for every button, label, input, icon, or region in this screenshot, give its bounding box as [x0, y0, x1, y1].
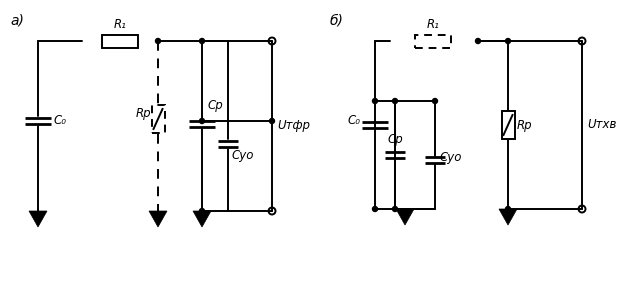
Bar: [415, 34, 451, 47]
Circle shape: [432, 99, 437, 103]
Polygon shape: [499, 209, 517, 225]
Polygon shape: [193, 211, 211, 227]
Bar: [102, 34, 138, 47]
Text: Rр: Rр: [136, 108, 151, 121]
Circle shape: [392, 99, 398, 103]
Text: R₁: R₁: [114, 18, 126, 31]
Circle shape: [269, 118, 274, 123]
Circle shape: [155, 38, 160, 44]
Text: C₀: C₀: [347, 114, 360, 127]
Circle shape: [372, 207, 377, 212]
Text: Rр: Rр: [517, 118, 533, 131]
Text: Uтфр: Uтфр: [277, 119, 310, 132]
Text: a): a): [10, 14, 24, 28]
Text: Cуо: Cуо: [439, 151, 461, 164]
Circle shape: [505, 207, 510, 212]
Circle shape: [372, 99, 377, 103]
Circle shape: [476, 38, 480, 44]
Text: б): б): [330, 14, 344, 28]
Text: Cр: Cр: [387, 134, 403, 147]
Circle shape: [199, 38, 204, 44]
Bar: [502, 111, 514, 139]
Circle shape: [199, 118, 204, 123]
Text: Cуо: Cуо: [231, 149, 254, 162]
Polygon shape: [396, 209, 414, 225]
Polygon shape: [149, 211, 167, 227]
Circle shape: [199, 208, 204, 214]
Text: Cр: Cр: [208, 99, 224, 112]
Circle shape: [392, 207, 398, 212]
Text: C₀: C₀: [54, 114, 67, 127]
Text: R₁: R₁: [427, 18, 439, 31]
Bar: [151, 105, 165, 133]
Polygon shape: [29, 211, 47, 227]
Text: Uтxв: Uтxв: [587, 118, 616, 131]
Circle shape: [505, 38, 510, 44]
